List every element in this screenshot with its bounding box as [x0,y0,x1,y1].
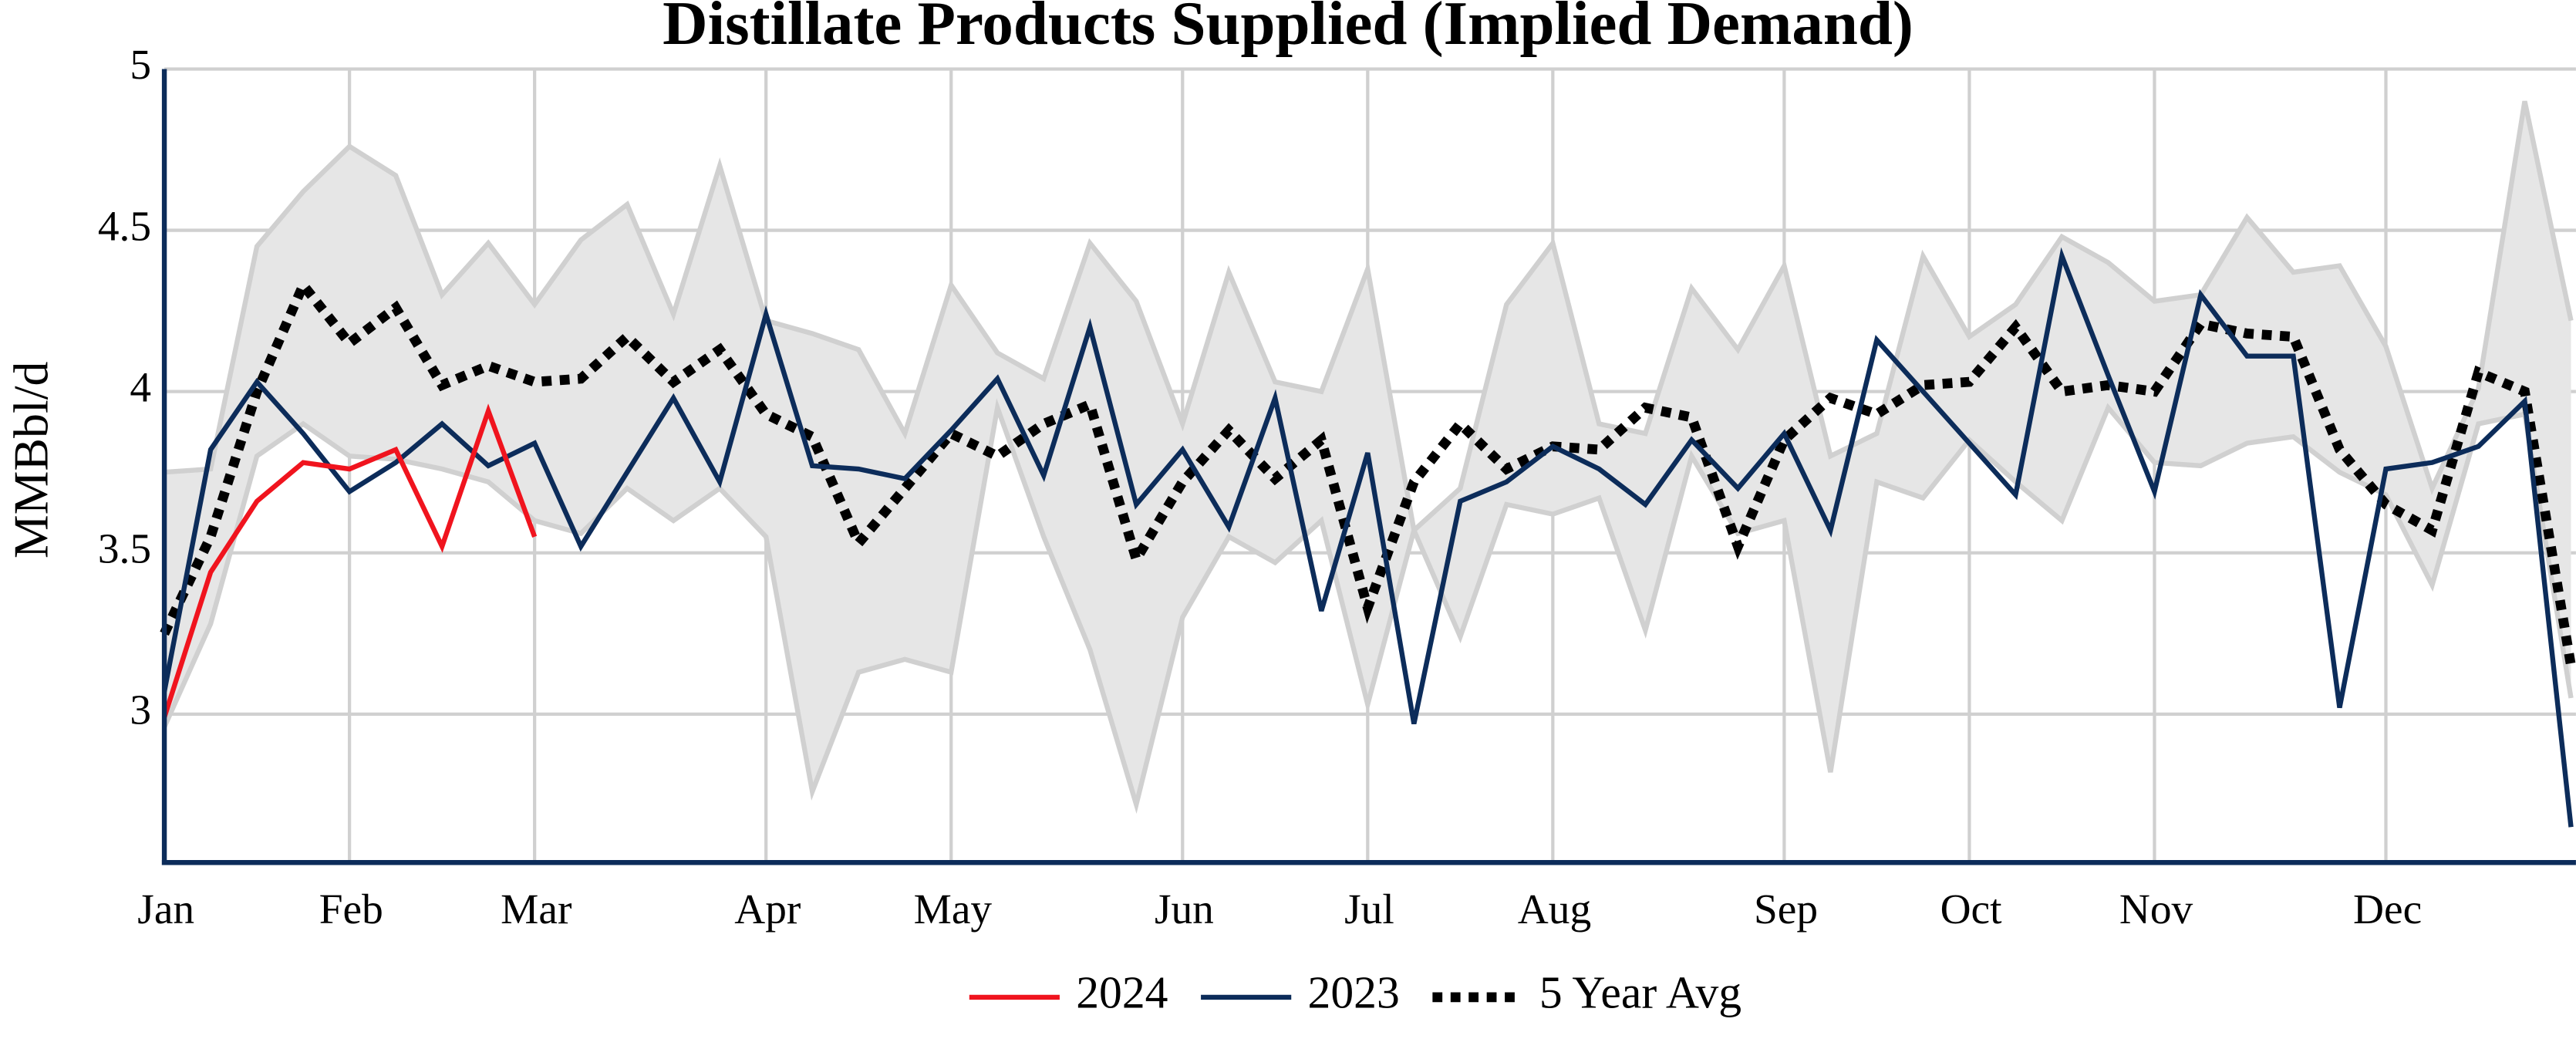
x-tick-label: Apr [734,885,801,933]
y-tick-label: 4 [130,363,151,410]
range-high-edge [164,100,2574,535]
x-tick-label: Jan [137,885,194,933]
y-tick-label: 4.5 [98,202,151,249]
x-tick-label: Oct [1940,885,2003,933]
legend-label: 2023 [1308,967,1400,1018]
range-low-edge [162,398,2574,815]
x-tick-label: Mar [501,885,572,933]
x-tick-label: Feb [319,885,383,933]
x-tick-label: May [914,885,993,933]
x-tick-label: Nov [2119,885,2193,933]
series-line [161,247,2574,828]
x-tick-label: Dec [2353,885,2422,933]
chart-title: Distillate Products Supplied (Implied De… [663,0,1913,58]
x-tick-label: Aug [1518,885,1591,933]
y-axis-label: MMBbl/d [4,362,59,559]
legend-label: 5 Year Avg [1539,967,1741,1018]
series-line [162,403,538,719]
x-tick-label: Jun [1155,885,1214,933]
y-tick-label: 3 [130,686,151,734]
legend-label: 2024 [1076,967,1168,1018]
series-line [160,275,2576,667]
x-tick-label: Sep [1754,885,1818,933]
y-tick-label: 5 [130,41,151,88]
y-tick-label: 3.5 [98,524,151,572]
x-tick-label: Jul [1344,885,1394,933]
